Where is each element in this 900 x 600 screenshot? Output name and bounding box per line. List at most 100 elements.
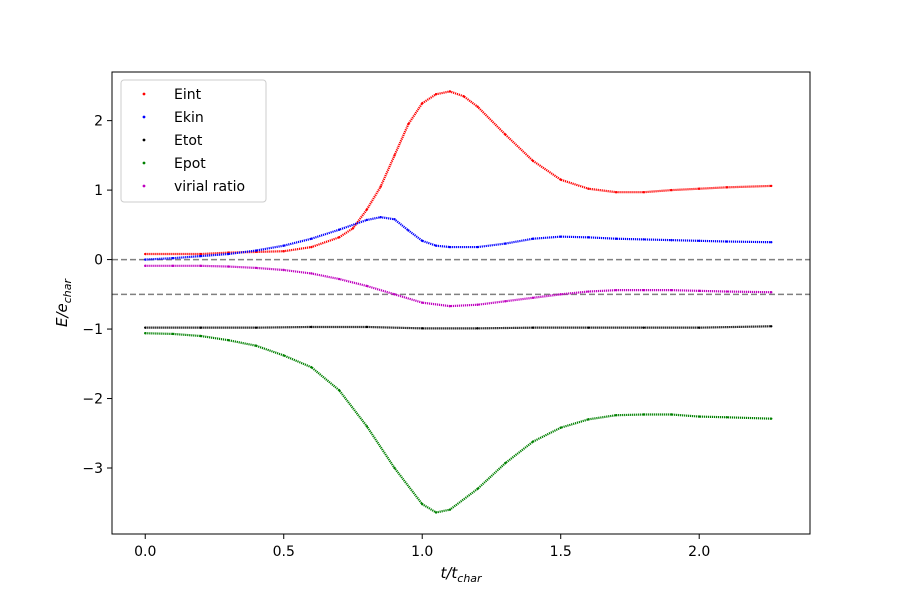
- data-point-virial-ratio: [770, 291, 773, 294]
- data-point-ekin: [642, 238, 646, 241]
- data-point-ekin: [448, 245, 452, 249]
- x-tick-label: 0.5: [273, 544, 295, 560]
- data-point-virial-ratio: [365, 284, 369, 288]
- series-virial-ratio: [144, 264, 773, 308]
- data-point-eint: [670, 188, 673, 192]
- data-point-virial-ratio: [614, 288, 618, 292]
- data-point-etot: [587, 326, 590, 329]
- data-point-etot: [421, 327, 424, 330]
- y-tick-label: −2: [82, 392, 103, 408]
- data-point-eint: [393, 154, 396, 157]
- data-point-epot: [144, 332, 147, 335]
- data-point-ekin: [144, 258, 147, 261]
- data-point-epot: [365, 425, 369, 428]
- x-tick-label: 1.5: [550, 544, 572, 560]
- series-trace-etot: [145, 325, 772, 330]
- data-point-ekin: [365, 218, 369, 222]
- data-point-virial-ratio: [254, 266, 258, 270]
- y-axis-label-subscript: char: [61, 278, 74, 304]
- data-point-etot: [144, 326, 147, 329]
- series-etot: [144, 325, 773, 330]
- data-point-eint: [642, 190, 646, 194]
- data-point-ekin: [504, 242, 507, 245]
- data-point-eint: [310, 245, 313, 249]
- data-point-virial-ratio: [337, 277, 341, 281]
- data-point-eint: [407, 122, 410, 126]
- legend-label: Ekin: [174, 110, 204, 126]
- data-point-ekin: [698, 239, 701, 243]
- data-point-ekin: [587, 236, 590, 239]
- y-axis-label: E/echar: [53, 278, 74, 328]
- data-point-ekin: [379, 216, 382, 219]
- series-layer: [144, 90, 773, 514]
- legend-entry-eint: Eint: [142, 87, 202, 103]
- data-point-epot: [199, 334, 202, 338]
- data-point-epot: [421, 502, 424, 506]
- legend-marker: [142, 138, 146, 142]
- x-tick-label: 2.0: [688, 544, 710, 560]
- data-point-ekin: [476, 245, 479, 249]
- x-tick-label: 0.0: [134, 544, 156, 560]
- plot-frame: [111, 71, 811, 535]
- data-point-eint: [531, 159, 535, 163]
- data-point-ekin: [393, 218, 396, 221]
- data-point-ekin: [434, 244, 438, 247]
- data-point-eint: [462, 95, 465, 98]
- data-point-eint: [199, 252, 202, 256]
- data-point-virial-ratio: [171, 264, 175, 268]
- reference-lines: [112, 258, 810, 296]
- y-tick-label: 0: [94, 253, 103, 269]
- data-point-etot: [642, 326, 646, 329]
- data-point-ekin: [407, 229, 410, 232]
- data-point-etot: [199, 326, 202, 329]
- y-tick-label: 1: [94, 183, 103, 199]
- data-point-etot: [365, 325, 369, 329]
- data-point-virial-ratio: [227, 265, 230, 268]
- data-point-epot: [614, 414, 618, 417]
- data-point-epot: [504, 461, 507, 465]
- data-point-virial-ratio: [393, 293, 396, 296]
- data-point-virial-ratio: [282, 268, 285, 272]
- data-point-etot: [531, 326, 535, 329]
- data-point-eint: [282, 250, 285, 253]
- data-point-epot: [476, 487, 479, 491]
- data-point-ekin: [171, 256, 175, 260]
- data-point-ekin: [531, 237, 535, 240]
- data-point-virial-ratio: [587, 290, 590, 293]
- legend-label: Etot: [174, 133, 203, 149]
- y-tick-label: −1: [82, 322, 103, 338]
- x-axis-label-subscript: char: [457, 572, 483, 585]
- data-point-epot: [587, 418, 590, 421]
- y-tick-label: −3: [82, 461, 103, 477]
- data-point-epot: [531, 440, 535, 443]
- series-epot: [144, 332, 773, 514]
- data-point-ekin: [670, 238, 673, 242]
- data-point-eint: [725, 186, 729, 189]
- data-point-virial-ratio: [504, 300, 507, 303]
- data-point-epot: [698, 415, 701, 418]
- data-point-etot: [476, 327, 479, 330]
- legend-label: Epot: [174, 156, 206, 172]
- data-point-ekin: [725, 240, 729, 243]
- data-point-eint: [448, 90, 452, 93]
- data-point-virial-ratio: [559, 293, 562, 296]
- data-point-eint: [698, 187, 701, 190]
- data-point-eint: [770, 184, 773, 188]
- data-point-eint: [144, 252, 147, 256]
- data-point-virial-ratio: [310, 272, 313, 275]
- data-point-eint: [351, 227, 355, 230]
- legend-label: virial ratio: [174, 179, 245, 195]
- legend-marker: [142, 92, 146, 96]
- x-tick-label: 1.0: [411, 544, 433, 560]
- data-point-ekin: [310, 237, 313, 240]
- data-point-epot: [171, 332, 175, 336]
- data-point-virial-ratio: [476, 303, 479, 306]
- series-trace-epot: [145, 332, 772, 514]
- data-point-eint: [559, 178, 562, 181]
- data-point-ekin: [614, 237, 618, 240]
- series-ekin: [144, 216, 773, 261]
- series-trace-ekin: [145, 216, 772, 261]
- legend-entry-virial-ratio: virial ratio: [142, 179, 245, 195]
- data-point-virial-ratio: [199, 264, 202, 268]
